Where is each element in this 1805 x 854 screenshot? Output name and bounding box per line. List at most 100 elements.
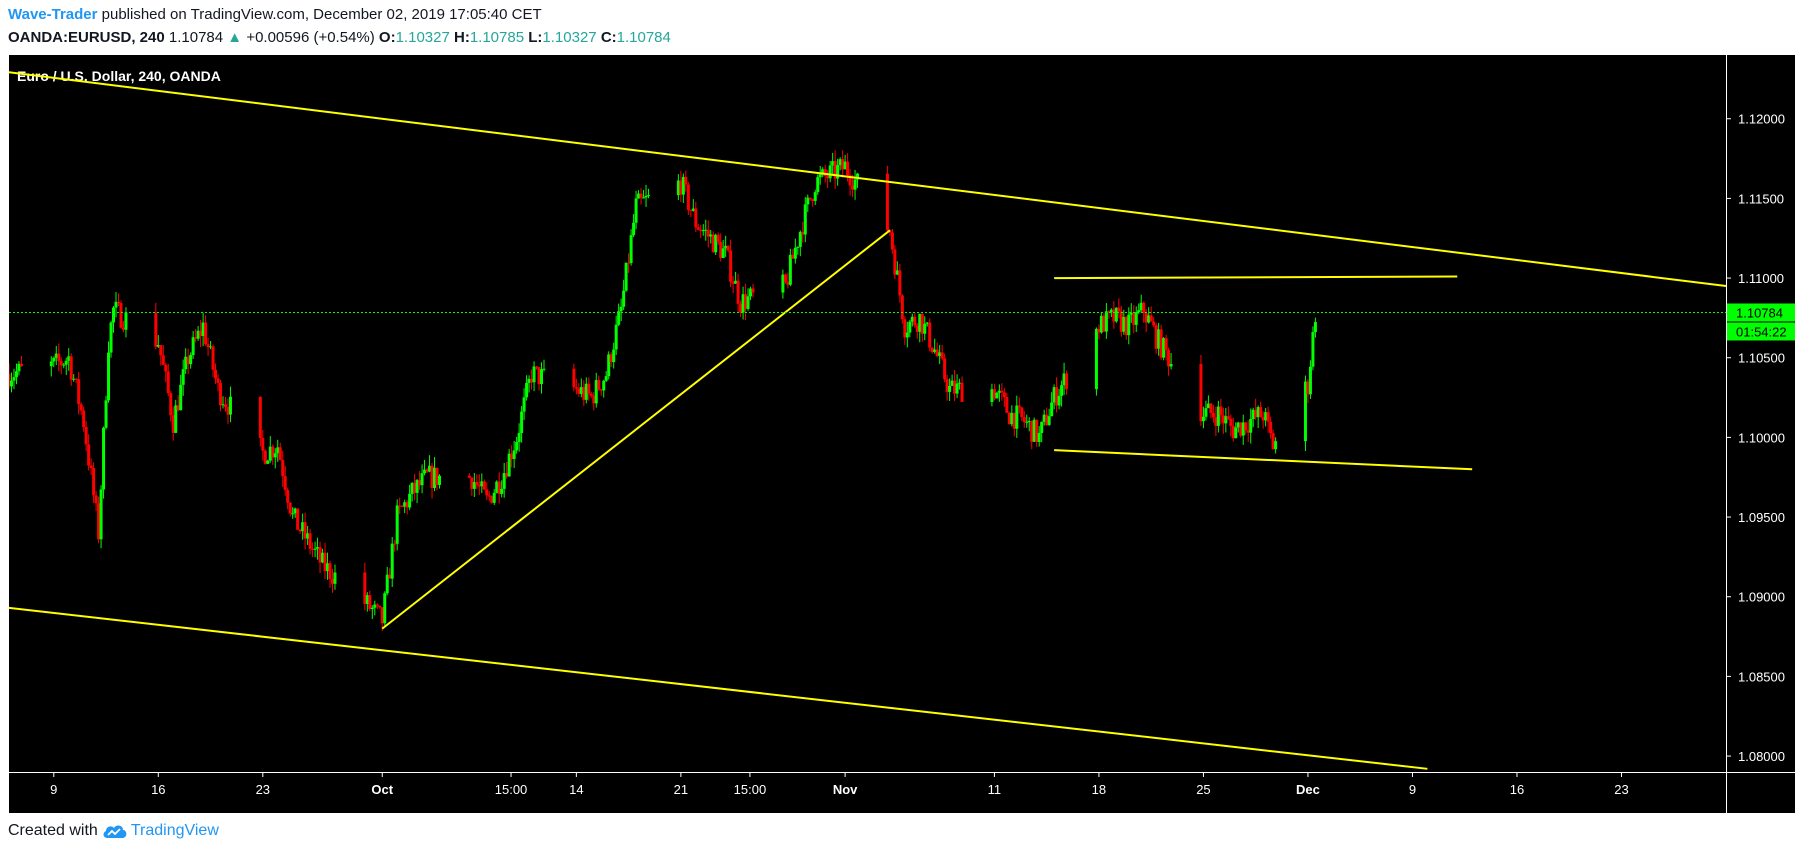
candle-body	[263, 450, 267, 464]
candle-body	[746, 296, 750, 309]
candle-body	[1154, 325, 1158, 349]
candle-body	[99, 489, 103, 540]
candle-body	[1169, 363, 1173, 367]
candle-body	[502, 473, 506, 489]
candle-body	[82, 410, 86, 427]
candle-body	[154, 312, 158, 347]
candle-body	[395, 505, 399, 544]
candle-body	[385, 574, 389, 594]
x-tick-label: 14	[569, 782, 583, 797]
candle-body	[383, 593, 387, 624]
candle-body	[293, 508, 297, 514]
candle-body	[1226, 416, 1230, 419]
candle-body	[1109, 309, 1113, 313]
candle-body	[629, 235, 633, 264]
candle-body	[624, 262, 628, 291]
candle-body	[1099, 315, 1103, 333]
candle-body	[945, 379, 949, 392]
candle-body	[808, 197, 812, 200]
candle-body	[639, 193, 643, 198]
candle-body	[171, 415, 175, 433]
candle-body	[400, 506, 404, 508]
candle-body	[1159, 329, 1163, 358]
candle-body	[910, 316, 914, 322]
candle-body	[604, 376, 608, 381]
candle-body	[928, 322, 932, 348]
candle-body	[542, 368, 546, 370]
candle-body	[1152, 321, 1156, 326]
x-tick-label: 15:00	[495, 782, 528, 797]
candle-body	[833, 161, 837, 179]
close-value: 1.10784	[616, 29, 671, 46]
candle-body	[699, 229, 703, 231]
candle-body	[1234, 427, 1238, 439]
candle-body	[1271, 433, 1275, 450]
x-tick-label: 23	[1614, 782, 1628, 797]
candle-body	[637, 193, 641, 199]
author-link[interactable]: Wave-Trader	[8, 6, 98, 23]
x-tick-label: Oct	[371, 782, 393, 797]
price-chart[interactable]: Euro / U.S. Dollar, 240, OANDA 1.12000 1.1…	[9, 55, 1795, 813]
candle-body	[87, 444, 91, 466]
candle-body	[1231, 425, 1235, 439]
candle-body	[323, 552, 327, 572]
candle-body	[786, 281, 790, 285]
candle-body	[525, 382, 529, 398]
candle-body	[308, 533, 312, 549]
candle-body	[644, 195, 648, 198]
x-tick-label: 18	[1092, 782, 1106, 797]
candle-body	[816, 177, 820, 193]
tradingview-link[interactable]: TradingView	[102, 822, 219, 840]
candle-body	[1246, 430, 1250, 433]
candle-body	[219, 383, 223, 406]
candle-body	[1127, 314, 1131, 336]
candle-body	[116, 301, 120, 304]
candle-body	[19, 363, 23, 367]
created-with-text: Created with	[8, 822, 98, 839]
candle-body	[390, 543, 394, 579]
low-label: L:	[528, 29, 543, 46]
candle-body	[425, 469, 429, 472]
candle-body	[9, 373, 11, 387]
candle-body	[1017, 405, 1021, 408]
footer: Created with TradingView	[8, 822, 219, 840]
candle-body	[1035, 419, 1039, 442]
candle-body	[286, 490, 290, 503]
candle-body	[326, 563, 330, 572]
candle-body	[1236, 422, 1240, 428]
candle-body	[535, 366, 539, 368]
candle-body	[164, 364, 168, 372]
candle-body	[1264, 412, 1268, 421]
candle-body	[960, 382, 964, 402]
candle-body	[271, 446, 275, 458]
candle-body	[77, 379, 81, 405]
candle-body	[1000, 390, 1004, 393]
candle-body	[169, 393, 173, 416]
candle-body	[843, 161, 847, 170]
last-price: 1.10784	[168, 29, 224, 46]
candle-body	[1132, 312, 1136, 325]
candle-body	[114, 301, 118, 308]
candle-body	[1201, 416, 1205, 422]
candle-body	[191, 337, 195, 356]
candle-body	[410, 482, 414, 494]
candle-body	[156, 345, 160, 347]
candle-body	[281, 459, 285, 477]
candle-body	[527, 378, 531, 383]
candle-body	[995, 392, 999, 399]
candle-body	[1015, 405, 1019, 429]
candle-body	[283, 476, 287, 491]
candle-body	[301, 522, 305, 532]
candle-body	[1107, 311, 1111, 313]
candle-body	[540, 369, 544, 385]
candle-body	[54, 353, 58, 358]
candle-body	[1221, 415, 1225, 424]
candle-body	[418, 480, 422, 486]
candle-body	[316, 547, 320, 549]
candle-body	[12, 377, 16, 381]
candle-body	[905, 332, 909, 338]
candle-body	[574, 387, 578, 389]
candle-body	[1030, 421, 1034, 442]
candle-body	[1261, 417, 1265, 421]
candle-body	[303, 522, 307, 539]
